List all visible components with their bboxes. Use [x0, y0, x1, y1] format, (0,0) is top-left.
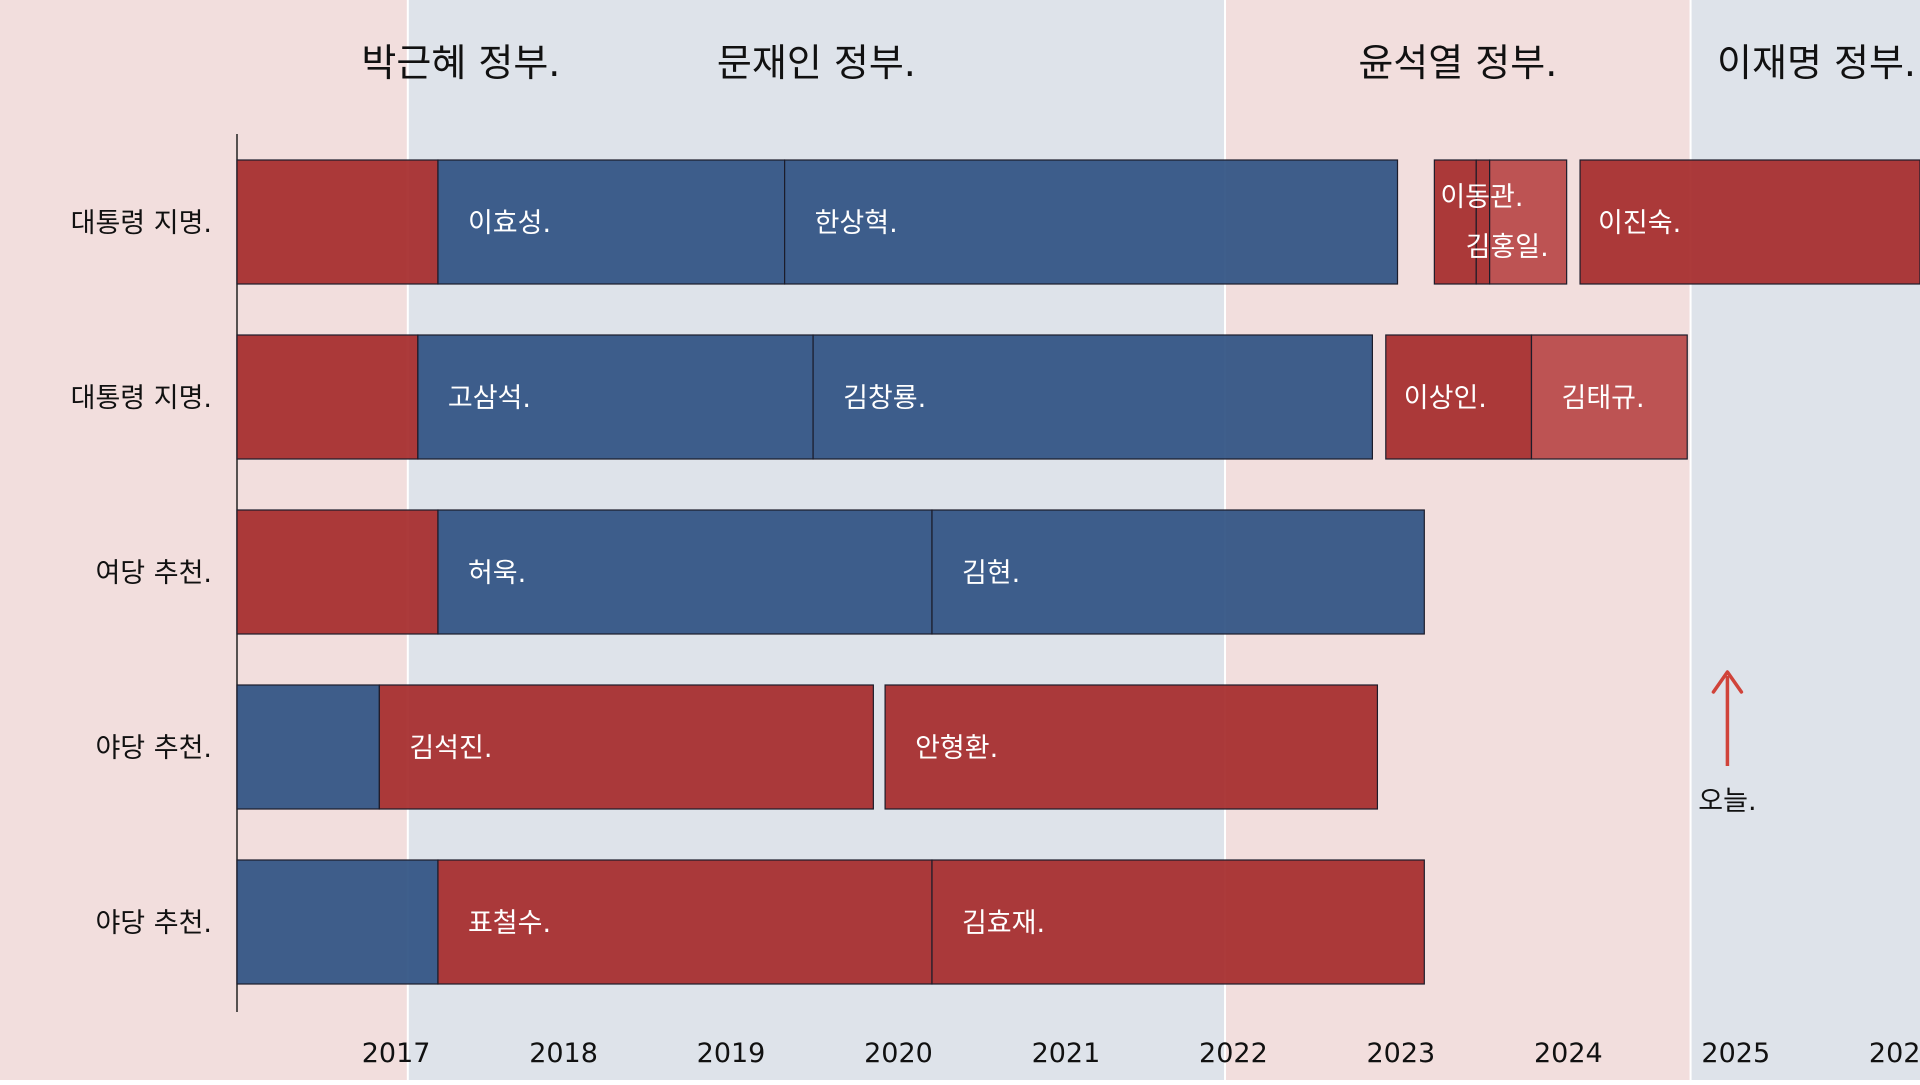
segment-label: 표철수.: [468, 908, 551, 939]
x-tick-label: 2019: [697, 1038, 766, 1069]
x-tick-label: 2021: [1032, 1038, 1101, 1069]
row-label: 여당 추천.: [95, 558, 212, 589]
bar-segment: [236, 159, 439, 285]
segment-label: 김창룡.: [843, 383, 926, 414]
x-tick-label: 2024: [1534, 1038, 1603, 1069]
bar-segment: [1433, 159, 1477, 285]
bar-segment: [1475, 159, 1491, 285]
x-tick-label: 2025: [1701, 1038, 1770, 1069]
bar-segment: [884, 684, 1379, 810]
bar-segment: [236, 684, 380, 810]
segment-label: 한상혁.: [815, 208, 898, 239]
x-tick-label: 2018: [529, 1038, 598, 1069]
segment-label: 김현.: [962, 558, 1020, 589]
row-label: 대통령 지명.: [71, 208, 212, 239]
bar-segment: [236, 859, 439, 985]
x-tick-label: 2017: [362, 1038, 431, 1069]
x-tick-label: 2026: [1869, 1038, 1920, 1069]
bar-segment: [236, 509, 439, 635]
x-tick-label: 2022: [1199, 1038, 1268, 1069]
bar-segment: [417, 334, 814, 460]
bar-segment: [931, 859, 1425, 985]
bar-segment: [437, 159, 786, 285]
bar-segment: [1489, 159, 1568, 285]
segment-label: 김석진.: [409, 733, 492, 764]
segment-label: 허욱.: [468, 558, 526, 589]
era-title: 윤석열 정부.: [1358, 41, 1557, 85]
segment-label: 고삼석.: [448, 383, 531, 414]
bar-segment: [1385, 334, 1533, 460]
segment-label: 김효재.: [962, 908, 1045, 939]
segment-label: 이진숙.: [1598, 208, 1681, 239]
era-title: 문재인 정부.: [717, 41, 916, 85]
bar-segment: [1530, 334, 1688, 460]
segment-label: 김태규.: [1561, 383, 1644, 414]
bar-segment: [812, 334, 1373, 460]
row-label: 야당 추천.: [95, 733, 212, 764]
segment-label: 이상인.: [1404, 383, 1487, 414]
bar-segment: [1579, 159, 1920, 285]
bar-segment: [378, 684, 874, 810]
segment-label: 이효성.: [468, 208, 551, 239]
segment-label: 김홍일.: [1466, 232, 1549, 263]
x-tick-label: 2023: [1367, 1038, 1436, 1069]
bar-segment: [437, 509, 933, 635]
bar-segment: [437, 859, 933, 985]
era-title: 이재명 정부.: [1717, 41, 1916, 85]
segment-label: 이동관.: [1440, 182, 1523, 213]
bar-segment: [784, 159, 1399, 285]
era-title: 박근혜 정부.: [361, 41, 560, 85]
bar-segment: [931, 509, 1425, 635]
row-label: 야당 추천.: [95, 908, 212, 939]
today-arrow-head: [1711, 670, 1744, 694]
row-label: 대통령 지명.: [71, 383, 212, 414]
bar-segment: [236, 334, 419, 460]
segment-label: 안형환.: [915, 733, 998, 764]
x-tick-label: 2020: [864, 1038, 933, 1069]
today-label: 오늘.: [1698, 786, 1756, 817]
